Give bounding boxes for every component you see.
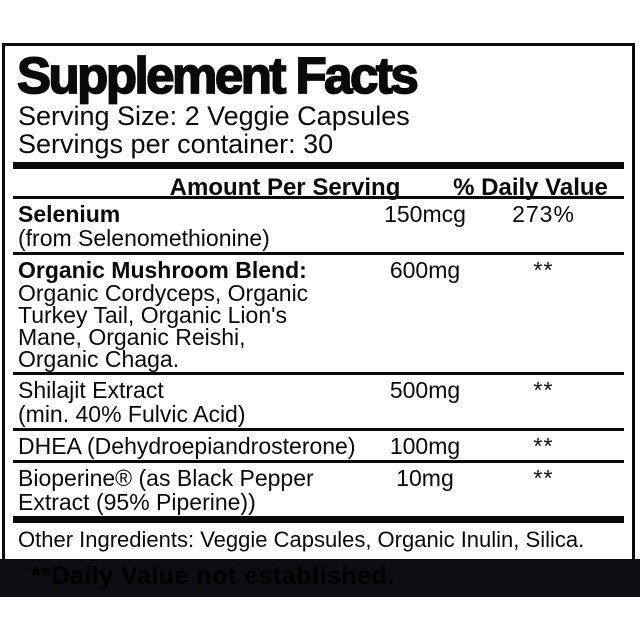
- table-row: DHEA (Dehydroepiandrosterone) 100mg **: [13, 431, 624, 463]
- other-ingredients: Other Ingredients: Veggie Capsules, Orga…: [18, 527, 585, 552]
- table-row: Selenium (from Selenomethionine) 150mcg …: [13, 199, 624, 255]
- clipped-footnote-band: **Daily Value not established.: [0, 559, 640, 597]
- ingredient-name: Selenium: [18, 201, 121, 227]
- ingredient-name: Shilajit Extract: [18, 377, 164, 403]
- clipped-footnote-text: **Daily Value not established.: [31, 562, 395, 590]
- ingredient-daily-value: **: [533, 377, 554, 403]
- ingredient-amount: 500mg: [389, 377, 461, 403]
- ingredient-amount: 100mg: [389, 433, 461, 459]
- ingredient-amount: 600mg: [389, 257, 461, 283]
- ingredient-name: Bioperine® (as Black Pepper Extract (95%…: [18, 465, 314, 515]
- ingredient-amount: 10mg: [396, 465, 454, 491]
- ingredient-amount: 150mcg: [384, 201, 466, 227]
- table-row: Organic Mushroom Blend: Organic Cordycep…: [13, 255, 624, 375]
- ingredient-name: DHEA (Dehydroepiandrosterone): [18, 433, 356, 459]
- table-header-row: Amount Per Serving % Daily Value: [13, 169, 624, 201]
- panel-inner: Supplement Facts Serving Size: 2 Veggie …: [5, 46, 632, 553]
- servings-per-container: Servings per container: 30: [18, 129, 334, 159]
- page-title: Supplement Facts: [16, 47, 419, 104]
- ingredient-desc: (min. 40% Fulvic Acid): [18, 401, 246, 427]
- ingredient-daily-value: **: [533, 433, 554, 459]
- ingredient-name: Organic Mushroom Blend:: [18, 257, 307, 283]
- column-header-amount: Amount Per Serving: [169, 174, 401, 201]
- ingredient-daily-value: 273%: [512, 201, 575, 227]
- ingredient-desc: Organic Cordyceps, Organic Turkey Tail, …: [18, 280, 309, 372]
- ingredient-desc: (from Selenomethionine): [18, 225, 270, 251]
- divider-thick-top: [13, 162, 624, 169]
- table-row: Bioperine® (as Black Pepper Extract (95%…: [13, 463, 624, 516]
- supplement-facts-panel: Supplement Facts Serving Size: 2 Veggie …: [2, 43, 635, 560]
- ingredient-daily-value: **: [533, 257, 554, 283]
- column-header-daily-value: % Daily Value: [453, 174, 608, 201]
- serving-size: Serving Size: 2 Veggie Capsules: [18, 101, 410, 131]
- table-row: Shilajit Extract (min. 40% Fulvic Acid) …: [13, 375, 624, 431]
- ingredient-daily-value: **: [533, 465, 554, 491]
- divider-thick-bottom: [13, 516, 624, 523]
